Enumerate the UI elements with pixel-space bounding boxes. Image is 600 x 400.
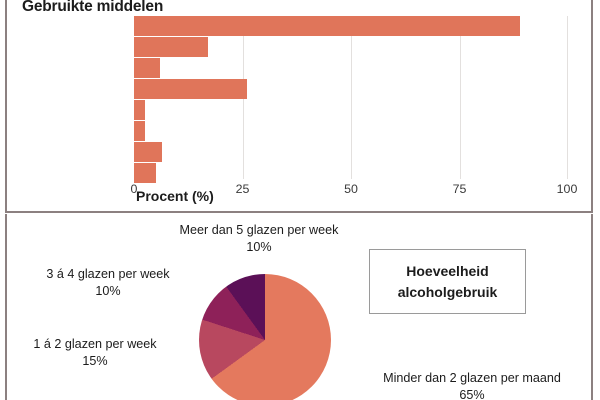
- bar-cannabis: [134, 37, 208, 57]
- panel-border-left: [5, 0, 7, 212]
- pie-chart-panel: Meer dan 5 glazen per week 10% 3 á 4 gla…: [0, 214, 600, 400]
- pie-chart-title-box: Hoeveelheid alcoholgebruik: [369, 249, 526, 314]
- panel-divider: [5, 211, 593, 213]
- pie-callout-pct-meer-dan-5: 10%: [246, 240, 272, 254]
- bar-alcohol: [134, 16, 521, 36]
- panel-border-right: [591, 0, 593, 212]
- pie-callout-pct-1-a-2: 15%: [82, 354, 108, 368]
- x-tick-50: 50: [344, 182, 358, 196]
- pie-callout-3-a-4: 3 á 4 glazen per week 10%: [12, 266, 204, 300]
- x-tick-75: 75: [452, 182, 467, 196]
- x-axis-label: Procent (%): [136, 188, 214, 204]
- bar-chart-title: Gebruikte middelen: [22, 0, 164, 15]
- bar-cocaine: [134, 58, 161, 78]
- x-tick-25: 25: [235, 182, 250, 196]
- gridline-100: [567, 16, 568, 179]
- pie-chart-title-line1: Hoeveelheid: [406, 262, 489, 279]
- pie-panel-border-right: [591, 214, 593, 400]
- x-tick-100: 100: [556, 182, 578, 196]
- pie-chart-title-line2: alcoholgebruik: [397, 283, 498, 300]
- pie-panel-border-left: [5, 214, 7, 400]
- pie-callout-meer-dan-5: Meer dan 5 glazen per week 10%: [142, 222, 376, 256]
- bar-base: [134, 121, 145, 141]
- pie-callout-pct-minder-dan-2: 65%: [459, 388, 485, 400]
- bar-sigaretten: [134, 79, 247, 99]
- bar-anders: [134, 142, 163, 162]
- pie-chart-graphic: [199, 274, 331, 400]
- bar-niks: [134, 163, 156, 183]
- gridline-75: [459, 16, 461, 179]
- bar-chart-plot-area: Alcohol Cannabis Cocaine Sigaretten/ nic…: [131, 16, 577, 196]
- pie-callout-label-minder-dan-2: Minder dan 2 glazen per maand: [383, 371, 561, 385]
- bar-xtc: [134, 100, 145, 120]
- pie-callout-pct-3-a-4: 10%: [95, 284, 121, 298]
- pie-callout-minder-dan-2: Minder dan 2 glazen per maand 65%: [352, 370, 592, 400]
- pie-callout-label-3-a-4: 3 á 4 glazen per week: [46, 267, 170, 281]
- bar-chart-panel: Gebruikte middelen Alcohol Cannabis Coca…: [5, 0, 593, 212]
- gridline-50: [351, 16, 352, 179]
- x-tick-0: 0: [130, 182, 138, 196]
- pie-callout-label-1-a-2: 1 á 2 glazen per week: [33, 337, 157, 351]
- pie-callout-1-a-2: 1 á 2 glazen per week 15%: [6, 336, 184, 370]
- pie-callout-label-meer-dan-5: Meer dan 5 glazen per week: [179, 223, 339, 237]
